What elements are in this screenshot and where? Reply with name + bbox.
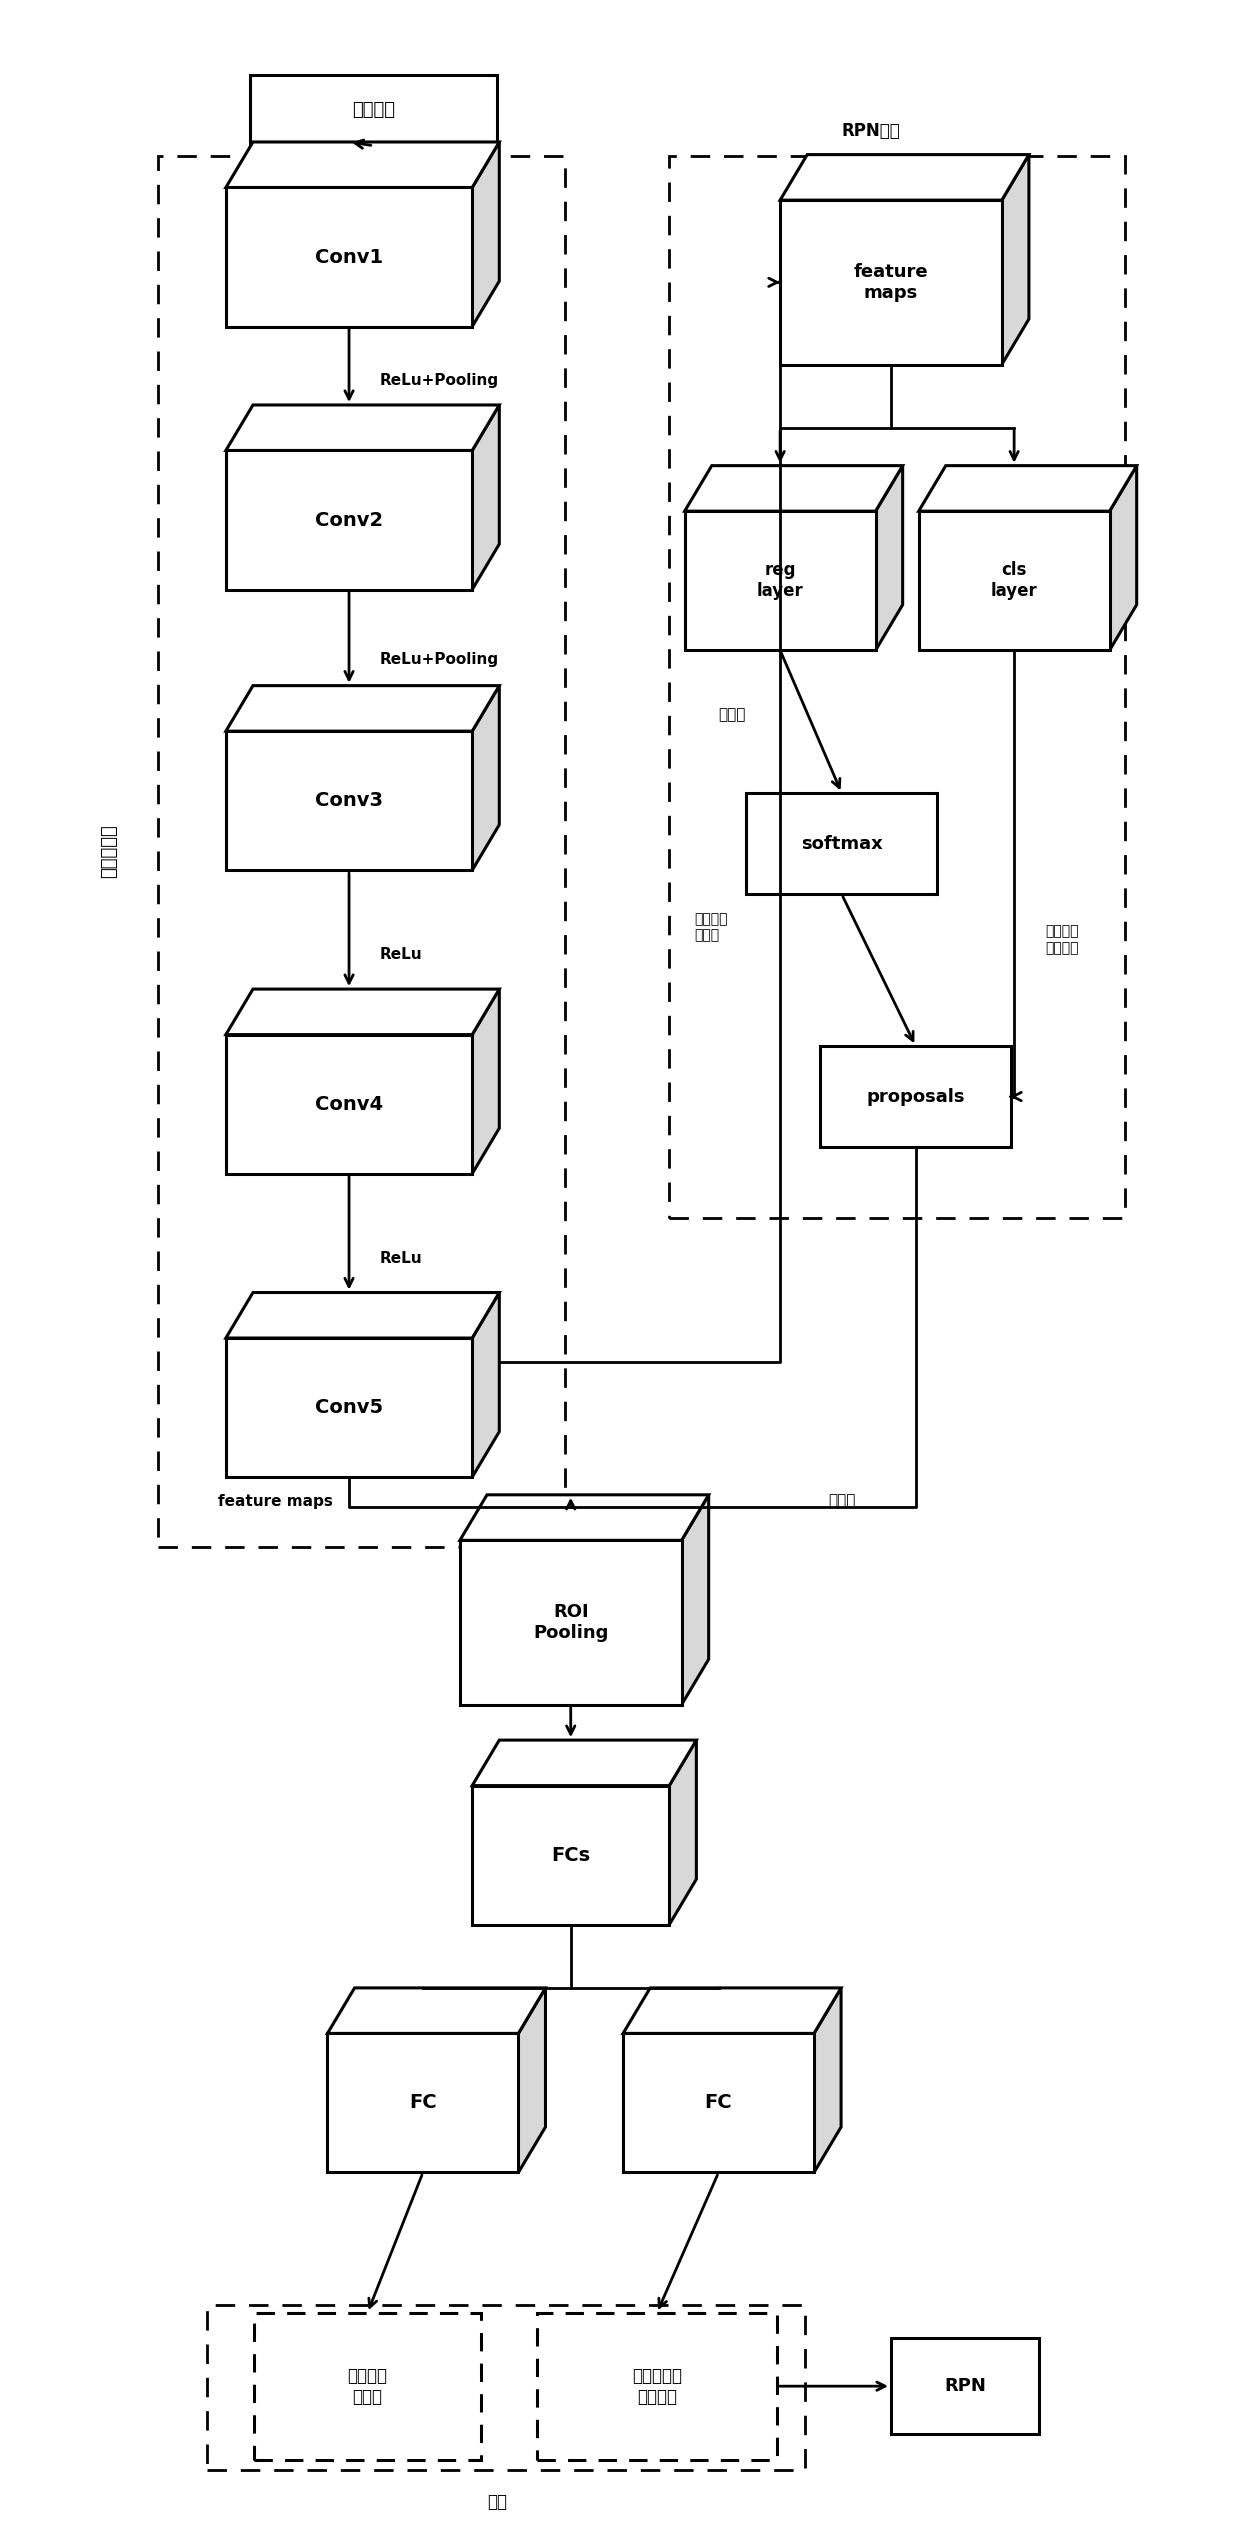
Text: Conv1: Conv1	[315, 249, 383, 266]
Polygon shape	[226, 1337, 472, 1477]
Polygon shape	[472, 685, 500, 870]
Text: 原始图像: 原始图像	[352, 101, 396, 119]
Text: feature
maps: feature maps	[853, 264, 929, 302]
Text: reg
layer: reg layer	[756, 561, 804, 601]
Text: Conv3: Conv3	[315, 792, 383, 809]
Polygon shape	[813, 1989, 841, 2172]
Polygon shape	[226, 1035, 472, 1175]
Polygon shape	[226, 731, 472, 870]
Polygon shape	[472, 1786, 670, 1926]
Text: 候选框位置
参数修止: 候选框位置 参数修止	[632, 2367, 682, 2405]
Polygon shape	[684, 510, 875, 649]
Text: 置信度: 置信度	[718, 708, 746, 723]
FancyBboxPatch shape	[537, 2314, 777, 2458]
Text: RPN生成: RPN生成	[842, 122, 900, 140]
Text: RPN: RPN	[944, 2377, 986, 2395]
Polygon shape	[622, 1989, 841, 2035]
Polygon shape	[682, 1494, 709, 1705]
Text: ReLu+Pooling: ReLu+Pooling	[379, 652, 498, 667]
FancyBboxPatch shape	[746, 794, 937, 893]
Text: 共享卷积层: 共享卷积层	[100, 825, 118, 878]
Polygon shape	[622, 2035, 813, 2172]
Polygon shape	[226, 406, 500, 452]
Polygon shape	[472, 1291, 500, 1477]
Polygon shape	[460, 1540, 682, 1705]
Text: 候选框: 候选框	[828, 1494, 856, 1510]
Text: ReLu+Pooling: ReLu+Pooling	[379, 373, 498, 388]
Text: 输出: 输出	[487, 2494, 507, 2512]
Text: 候选区域
位置参数: 候选区域 位置参数	[1045, 923, 1079, 954]
Text: 判别类的
置信度: 判别类的 置信度	[347, 2367, 388, 2405]
Polygon shape	[670, 1740, 697, 1926]
Polygon shape	[919, 510, 1110, 649]
Polygon shape	[226, 989, 500, 1035]
Text: cls
layer: cls layer	[991, 561, 1038, 601]
Text: feature maps: feature maps	[218, 1494, 332, 1510]
Polygon shape	[472, 989, 500, 1175]
FancyBboxPatch shape	[892, 2339, 1039, 2433]
Polygon shape	[780, 200, 1002, 365]
Text: Conv5: Conv5	[315, 1398, 383, 1418]
Polygon shape	[226, 685, 500, 731]
Polygon shape	[1002, 155, 1029, 365]
Polygon shape	[327, 2035, 518, 2172]
Polygon shape	[780, 155, 1029, 200]
Polygon shape	[875, 467, 903, 649]
Polygon shape	[472, 406, 500, 589]
FancyBboxPatch shape	[820, 1045, 1011, 1147]
Text: 归一化后
置信度: 归一化后 置信度	[694, 911, 728, 941]
Polygon shape	[226, 452, 472, 589]
Polygon shape	[472, 1740, 697, 1786]
FancyBboxPatch shape	[253, 2314, 481, 2458]
Text: FC: FC	[409, 2093, 436, 2113]
Text: FC: FC	[704, 2093, 733, 2113]
Text: softmax: softmax	[801, 835, 883, 852]
Polygon shape	[1110, 467, 1137, 649]
Text: ReLu: ReLu	[379, 1251, 423, 1266]
Polygon shape	[460, 1494, 709, 1540]
Text: ROI
Pooling: ROI Pooling	[533, 1603, 609, 1641]
Polygon shape	[472, 142, 500, 327]
Polygon shape	[226, 188, 472, 327]
Polygon shape	[518, 1989, 546, 2172]
Polygon shape	[226, 142, 500, 188]
Polygon shape	[226, 1291, 500, 1337]
Text: Conv4: Conv4	[315, 1093, 383, 1114]
Polygon shape	[684, 467, 903, 510]
Polygon shape	[919, 467, 1137, 510]
Text: proposals: proposals	[867, 1088, 965, 1106]
Text: FCs: FCs	[551, 1844, 590, 1865]
Polygon shape	[327, 1989, 546, 2035]
Text: ReLu: ReLu	[379, 946, 423, 962]
Text: Conv2: Conv2	[315, 510, 383, 530]
FancyBboxPatch shape	[250, 76, 497, 145]
